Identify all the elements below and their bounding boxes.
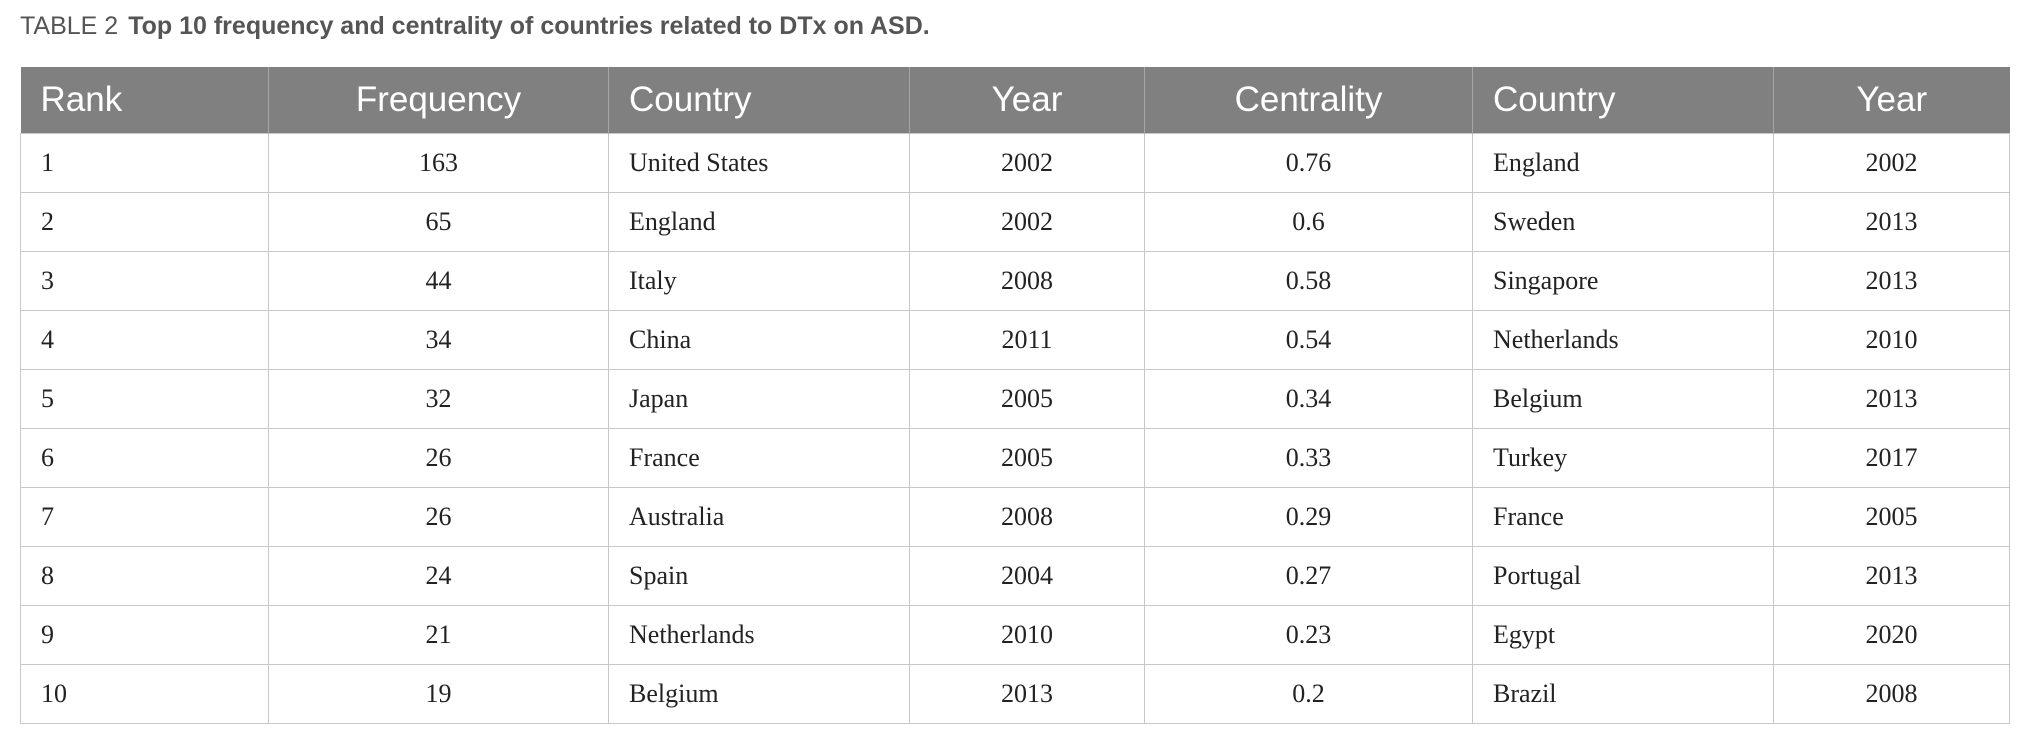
country-cell: China <box>608 309 910 370</box>
country-cell: Sweden <box>1472 191 1774 252</box>
table-row: 9 21 Netherlands 2010 0.23 Egypt 2020 <box>20 604 2010 665</box>
frequency-centrality-table: Rank Frequency Country Year Centrality C… <box>20 67 2010 724</box>
year-cell: 2008 <box>909 486 1145 547</box>
header-centrality: Centrality <box>1144 67 1473 133</box>
table-row: 5 32 Japan 2005 0.34 Belgium 2013 <box>20 368 2010 429</box>
year-cell: 2005 <box>1773 486 2010 547</box>
country-cell: France <box>608 427 910 488</box>
header-country-by-centrality: Country <box>1472 67 1774 133</box>
frequency-cell: 19 <box>268 663 609 724</box>
year-cell: 2005 <box>909 368 1145 429</box>
centrality-cell: 0.2 <box>1144 663 1473 724</box>
frequency-cell: 21 <box>268 604 609 665</box>
table-row: 1 163 United States 2002 0.76 England 2002 <box>20 132 2010 193</box>
rank-cell: 5 <box>20 368 269 429</box>
country-cell: England <box>608 191 910 252</box>
table-row: 4 34 China 2011 0.54 Netherlands 2010 <box>20 309 2010 370</box>
rank-cell: 3 <box>20 250 269 311</box>
rank-cell: 7 <box>20 486 269 547</box>
header-rank: Rank <box>20 67 269 133</box>
table-header: Rank Frequency Country Year Centrality C… <box>20 67 2010 133</box>
header-row: Rank Frequency Country Year Centrality C… <box>20 67 2010 133</box>
year-cell: 2011 <box>909 309 1145 370</box>
table-row: 7 26 Australia 2008 0.29 France 2005 <box>20 486 2010 547</box>
year-cell: 2004 <box>909 545 1145 606</box>
year-cell: 2013 <box>909 663 1145 724</box>
frequency-cell: 44 <box>268 250 609 311</box>
frequency-cell: 34 <box>268 309 609 370</box>
year-cell: 2013 <box>1773 250 2010 311</box>
centrality-cell: 0.33 <box>1144 427 1473 488</box>
year-cell: 2013 <box>1773 368 2010 429</box>
header-country-by-frequency: Country <box>608 67 910 133</box>
year-cell: 2002 <box>909 132 1145 193</box>
centrality-cell: 0.34 <box>1144 368 1473 429</box>
rank-cell: 1 <box>20 132 269 193</box>
rank-cell: 2 <box>20 191 269 252</box>
country-cell: Belgium <box>608 663 910 724</box>
table-row: 8 24 Spain 2004 0.27 Portugal 2013 <box>20 545 2010 606</box>
country-cell: Spain <box>608 545 910 606</box>
centrality-cell: 0.58 <box>1144 250 1473 311</box>
centrality-cell: 0.54 <box>1144 309 1473 370</box>
year-cell: 2002 <box>1773 132 2010 193</box>
year-cell: 2010 <box>1773 309 2010 370</box>
centrality-cell: 0.76 <box>1144 132 1473 193</box>
year-cell: 2008 <box>1773 663 2010 724</box>
frequency-cell: 32 <box>268 368 609 429</box>
year-cell: 2017 <box>1773 427 2010 488</box>
header-year-by-frequency: Year <box>909 67 1145 133</box>
year-cell: 2010 <box>909 604 1145 665</box>
frequency-cell: 24 <box>268 545 609 606</box>
country-cell: Singapore <box>1472 250 1774 311</box>
centrality-cell: 0.23 <box>1144 604 1473 665</box>
year-cell: 2005 <box>909 427 1145 488</box>
country-cell: France <box>1472 486 1774 547</box>
year-cell: 2020 <box>1773 604 2010 665</box>
year-cell: 2002 <box>909 191 1145 252</box>
country-cell: Portugal <box>1472 545 1774 606</box>
country-cell: Turkey <box>1472 427 1774 488</box>
table-caption: TABLE 2 Top 10 frequency and centrality o… <box>20 12 930 41</box>
table-label: TABLE 2 <box>20 12 119 40</box>
centrality-cell: 0.27 <box>1144 545 1473 606</box>
country-cell: Egypt <box>1472 604 1774 665</box>
header-frequency: Frequency <box>268 67 609 133</box>
table-row: 2 65 England 2002 0.6 Sweden 2013 <box>20 191 2010 252</box>
country-cell: United States <box>608 132 910 193</box>
country-cell: Brazil <box>1472 663 1774 724</box>
country-cell: Netherlands <box>608 604 910 665</box>
rank-cell: 4 <box>20 309 269 370</box>
table-row: 3 44 Italy 2008 0.58 Singapore 2013 <box>20 250 2010 311</box>
year-cell: 2008 <box>909 250 1145 311</box>
year-cell: 2013 <box>1773 191 2010 252</box>
country-cell: Australia <box>608 486 910 547</box>
rank-cell: 10 <box>20 663 269 724</box>
frequency-cell: 163 <box>268 132 609 193</box>
table-title: Top 10 frequency and centrality of count… <box>128 12 930 40</box>
rank-cell: 6 <box>20 427 269 488</box>
frequency-cell: 65 <box>268 191 609 252</box>
year-cell: 2013 <box>1773 545 2010 606</box>
country-cell: Belgium <box>1472 368 1774 429</box>
table-body: 1 163 United States 2002 0.76 England 2002 2 65 E… <box>20 132 2010 724</box>
centrality-cell: 0.29 <box>1144 486 1473 547</box>
table-row: 10 19 Belgium 2013 0.2 Brazil 2008 <box>20 663 2010 724</box>
country-cell: England <box>1472 132 1774 193</box>
rank-cell: 9 <box>20 604 269 665</box>
frequency-cell: 26 <box>268 427 609 488</box>
frequency-cell: 26 <box>268 486 609 547</box>
table-row: 6 26 France 2005 0.33 Turkey 2017 <box>20 427 2010 488</box>
country-cell: Japan <box>608 368 910 429</box>
country-cell: Italy <box>608 250 910 311</box>
centrality-cell: 0.6 <box>1144 191 1473 252</box>
rank-cell: 8 <box>20 545 269 606</box>
header-year-by-centrality: Year <box>1856 79 1928 119</box>
country-cell: Netherlands <box>1472 309 1774 370</box>
